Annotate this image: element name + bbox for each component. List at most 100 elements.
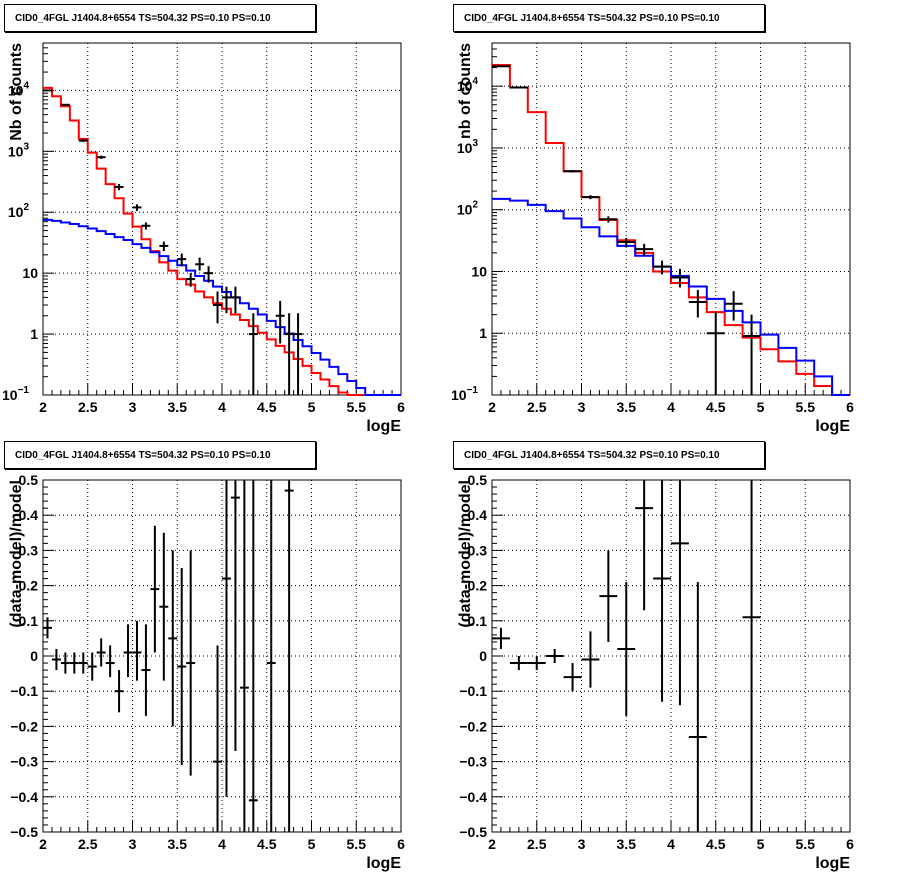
x-tick-label: 3	[578, 836, 586, 852]
y-tick-label: −0.2	[10, 718, 38, 734]
y-axis-label: nb of counts	[457, 43, 474, 139]
y-axis-label: Nb of counts	[8, 43, 25, 141]
y-tick-label: 10	[22, 265, 38, 281]
data-point	[78, 139, 88, 143]
pad-top-right: 2 2.5 3 3.5 4 4.5 5 5.5 6 10−1 1 10 102 103 104 logE nb …	[449, 0, 898, 437]
x-tick-label: 5	[757, 399, 765, 415]
y-tick-label: 0.1	[19, 613, 39, 629]
y-tick-label: −0.4	[459, 789, 487, 805]
data-point	[96, 155, 106, 159]
x-tick-label: 2.5	[527, 836, 547, 852]
x-tick-label: 4.5	[257, 836, 277, 852]
data-point	[87, 652, 97, 681]
chart-title: CID0_4FGL J1404.8+6554 TS=504.32 PS=0.10…	[453, 441, 765, 469]
x-tick-label: 4	[667, 399, 675, 415]
x-tick-label: 4.5	[257, 399, 277, 415]
data-point	[635, 243, 654, 256]
y-tick-exponent: 4	[472, 76, 478, 87]
data-point	[527, 656, 546, 671]
data-point	[599, 550, 618, 642]
data-point	[581, 631, 600, 688]
data-point	[123, 624, 133, 678]
x-tick-label: 2	[39, 836, 47, 852]
x-tick-label: 5.5	[796, 836, 816, 852]
data-point	[239, 480, 249, 832]
data-point	[742, 314, 761, 395]
model-histogram-line	[43, 86, 366, 396]
model-histogram-line	[492, 197, 850, 396]
x-tick-label: 6	[397, 836, 405, 852]
x-tick-label: 3.5	[617, 399, 637, 415]
y-tick-exponent: 3	[23, 141, 29, 152]
x-tick-label: 3.5	[168, 399, 188, 415]
y-tick-exponent: 3	[472, 138, 478, 149]
x-tick-label: 6	[397, 399, 405, 415]
data-point	[96, 638, 106, 667]
data-point	[266, 480, 276, 832]
y-tick-label: −0.2	[459, 718, 487, 734]
y-axis-label: (data-model)/model	[457, 480, 474, 628]
data-point	[141, 222, 151, 230]
chart-counts-right: 2 2.5 3 3.5 4 4.5 5 5.5 610−1110102103104logEnb …	[451, 42, 854, 435]
y-tick-label: −0.3	[10, 754, 38, 770]
y-tick-label: −0.5	[10, 824, 38, 840]
x-tick-label: 2	[488, 399, 496, 415]
data-point	[78, 652, 88, 674]
x-tick-label: 5.5	[347, 399, 367, 415]
pad-bottom-left: 2 2.5 3 3.5 4 4.5 5 5.5 6 −0.5 −0.4 −0.3 −0.2 −0.1 0 0.…	[0, 437, 449, 874]
data-point	[617, 237, 636, 247]
data-point	[43, 617, 52, 639]
x-tick-label: 2.5	[78, 836, 98, 852]
data-point	[230, 480, 240, 752]
x-axis-label: logE	[815, 855, 850, 872]
y-tick-label: 0.2	[19, 578, 39, 594]
data-point	[132, 620, 142, 681]
data-point	[284, 313, 294, 395]
data-point	[248, 480, 258, 832]
data-point	[724, 291, 743, 321]
data-point	[222, 480, 231, 797]
data-point	[186, 273, 196, 287]
x-tick-label: 4.5	[706, 836, 726, 852]
data-point	[688, 582, 707, 832]
data-point	[159, 241, 169, 252]
data-point	[168, 550, 178, 727]
data-point	[653, 260, 671, 275]
data-point	[51, 648, 61, 671]
data-point	[563, 169, 582, 173]
y-tick-label: 102	[457, 200, 479, 218]
y-tick-label: 0.3	[468, 542, 488, 558]
data-point	[293, 313, 303, 395]
data-point	[653, 480, 671, 702]
data-point	[492, 65, 510, 68]
data-point	[284, 480, 294, 832]
data-point	[688, 290, 707, 318]
data-point	[275, 300, 285, 344]
data-point	[177, 568, 187, 766]
y-tick-label: −0.5	[459, 824, 487, 840]
y-tick-label: 0.5	[19, 472, 39, 488]
data-point	[635, 480, 654, 611]
data-point	[177, 253, 187, 267]
data-point	[222, 286, 231, 314]
data-point	[60, 652, 70, 674]
data-point	[599, 216, 618, 223]
data-point	[492, 627, 510, 649]
x-tick-label: 4.5	[706, 399, 726, 415]
y-tick-label: 1	[30, 326, 38, 342]
x-tick-label: 5.5	[347, 836, 367, 852]
x-tick-label: 3.5	[168, 836, 188, 852]
data-point	[150, 525, 160, 653]
x-tick-label: 2.5	[527, 399, 547, 415]
y-tick-label: 0.4	[468, 507, 488, 523]
data-point	[671, 268, 689, 288]
x-tick-label: 5.5	[796, 399, 816, 415]
chart-counts-left: 2 2.5 3 3.5 4 4.5 5 5.5 610−1110102103104logENb …	[2, 42, 405, 435]
data-point	[159, 532, 169, 681]
y-tick-label: 1	[479, 325, 487, 341]
y-tick-label: −0.3	[459, 754, 487, 770]
x-tick-label: 2	[488, 836, 496, 852]
y-tick-exponent: 4	[23, 80, 29, 91]
y-tick-label: 0.5	[468, 472, 488, 488]
y-tick-label: 10	[471, 263, 487, 279]
